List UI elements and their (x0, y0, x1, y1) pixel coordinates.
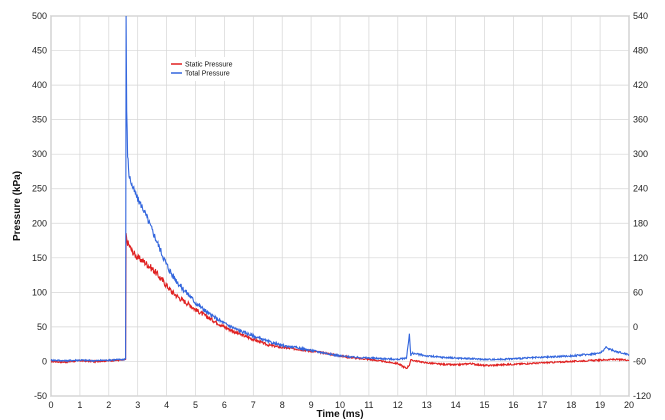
legend-label-total-pressure: Total Pressure (185, 71, 230, 78)
y2-tick-label: 300 (633, 149, 648, 159)
x-tick-label: 15 (479, 400, 489, 410)
y-tick-label: 350 (32, 115, 47, 125)
y-tick-label: 450 (32, 46, 47, 56)
legend: Static Pressure Total Pressure (168, 57, 248, 81)
series-line-static-pressure (50, 232, 630, 370)
x-tick-label: 11 (364, 400, 373, 410)
y-tick-label: 0 (42, 356, 47, 366)
y2-axis-ticks: -120 -60 0 60 120 180 240 300 360 420 480 540 (633, 11, 651, 401)
x-tick-label: 7 (251, 400, 256, 410)
x-tick-label: 16 (508, 400, 518, 410)
x-tick-label: 13 (422, 400, 432, 410)
x-tick-label: 4 (164, 400, 169, 410)
y-tick-label: 150 (32, 253, 47, 263)
x-tick-label: 10 (335, 400, 345, 410)
x-tick-label: 19 (595, 400, 605, 410)
x-tick-label: 2 (106, 400, 111, 410)
y2-tick-label: 480 (633, 46, 648, 56)
x-tick-label: 9 (309, 400, 314, 410)
x-tick-label: 17 (537, 400, 547, 410)
y-tick-label: 300 (32, 149, 47, 159)
y2-tick-label: 540 (633, 11, 648, 21)
y2-tick-label: 240 (633, 184, 648, 194)
series-line-total-pressure (50, 15, 630, 363)
y2-tick-label: 360 (633, 115, 648, 125)
y-tick-label: -50 (34, 391, 47, 401)
x-tick-label: 3 (135, 400, 140, 410)
x-tick-label: 6 (222, 400, 227, 410)
y-axis-ticks: -50 0 50 100 150 200 250 300 350 400 450 500 (32, 11, 47, 401)
y-tick-label: 250 (32, 184, 47, 194)
grid (50, 15, 630, 397)
y-axis-title: Pressure (kPa) (12, 171, 23, 241)
y2-tick-label: 60 (633, 287, 643, 297)
legend-label-static-pressure: Static Pressure (185, 62, 233, 69)
y2-tick-label: 120 (633, 253, 648, 263)
x-tick-label: 20 (624, 400, 634, 410)
y2-tick-label: 0 (633, 322, 638, 332)
x-tick-label: 8 (280, 400, 285, 410)
y-tick-label: 100 (32, 287, 47, 297)
x-axis-ticks: 0 1 2 3 4 5 6 7 8 9 10 11 12 13 14 15 16 17 18 19 20 (48, 400, 634, 410)
x-tick-label: 1 (77, 400, 82, 410)
y2-tick-label: 420 (633, 80, 648, 90)
x-tick-label: 5 (193, 400, 198, 410)
x-axis-title: Time (ms) (316, 409, 363, 420)
y-tick-label: 200 (32, 218, 47, 228)
y2-tick-label: -120 (633, 391, 651, 401)
y2-tick-label: -60 (633, 356, 646, 366)
x-tick-label: 0 (48, 400, 53, 410)
y-tick-label: 50 (37, 322, 47, 332)
x-tick-label: 18 (566, 400, 576, 410)
y-tick-label: 400 (32, 80, 47, 90)
y2-tick-label: 180 (633, 218, 648, 228)
x-tick-label: 14 (451, 400, 461, 410)
x-tick-label: 12 (393, 400, 403, 410)
y-tick-label: 500 (32, 11, 47, 21)
series-layer (50, 15, 630, 370)
legend-box (168, 57, 248, 81)
